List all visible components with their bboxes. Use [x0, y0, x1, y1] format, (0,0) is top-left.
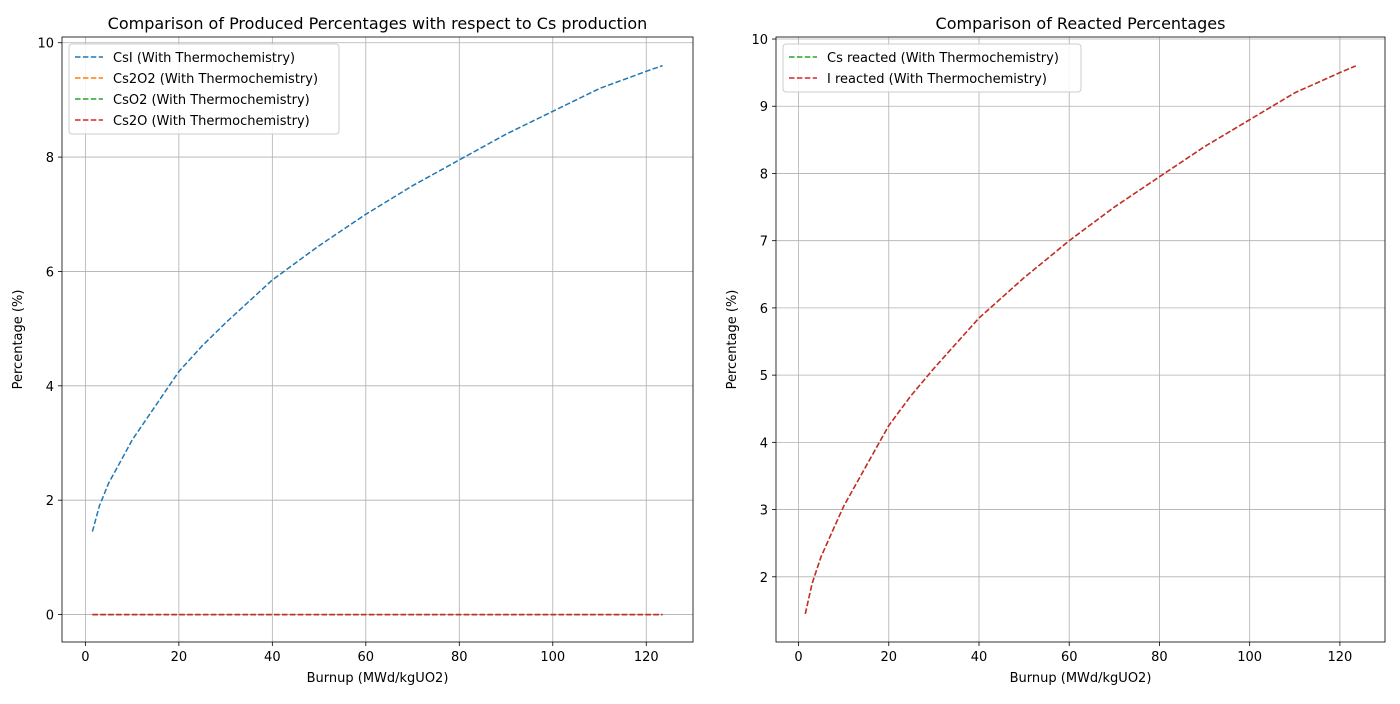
- y-tick-label: 3: [760, 504, 768, 519]
- y-tick-label: 10: [37, 37, 54, 52]
- x-tick-label: 80: [1151, 650, 1168, 665]
- y-tick-label: 4: [760, 436, 768, 451]
- legend-box: [68, 43, 340, 135]
- legend: Cs reacted (With Thermochemistry) I react…: [782, 43, 1082, 93]
- y-tick-label: 7: [760, 235, 768, 250]
- x-tick-label: 100: [1237, 650, 1262, 665]
- x-tick-label: 0: [794, 650, 802, 665]
- y-tick-label: 2: [46, 494, 54, 509]
- y-tick-label: 8: [46, 151, 54, 166]
- legend: CsI (With Thermochemistry) Cs2O2 (With Th…: [68, 43, 340, 135]
- series-line-1: [91, 64, 663, 532]
- x-axis-label: Burnup (MWd/kgUO2): [307, 671, 449, 686]
- legend-box: [782, 43, 1082, 93]
- legend-entry-label: I reacted (With Thermochemistry): [827, 72, 1047, 87]
- y-tick-label: 5: [760, 369, 768, 384]
- x-tick-label: 0: [81, 650, 89, 665]
- y-tick-label: 4: [46, 380, 54, 395]
- legend-entry-label: CsI (With Thermochemistry): [113, 51, 295, 66]
- x-tick-label: 120: [1327, 650, 1352, 665]
- x-tick-label: 20: [171, 650, 188, 665]
- plot-frame: [61, 36, 694, 643]
- legend-entry-label: Cs reacted (With Thermochemistry): [827, 51, 1059, 66]
- x-tick-label: 60: [358, 650, 375, 665]
- y-axis-label: Percentage (%): [725, 290, 740, 390]
- y-tick-label: 6: [46, 265, 54, 280]
- x-axis-label: Burnup (MWd/kgUO2): [1010, 671, 1152, 686]
- x-tick-label: 40: [971, 650, 988, 665]
- legend-entry-label: Cs2O (With Thermochemistry): [113, 114, 310, 129]
- y-tick-label: 10: [751, 33, 768, 48]
- y-tick-label: 6: [760, 302, 768, 317]
- chart-title: Comparison of Produced Percentages with …: [108, 14, 648, 33]
- chart-title: Comparison of Reacted Percentages: [936, 14, 1226, 33]
- plot-frame: [775, 36, 1386, 643]
- x-tick-label: 120: [634, 650, 659, 665]
- legend-entry-label: Cs2O2 (With Thermochemistry): [113, 72, 318, 87]
- chart-panel-1: 0 20 40 60 80 100 120 0 2 4 6 8 10 Comparison of Prod…: [11, 14, 694, 686]
- chart-panel-2: 0 20 40 60 80 100 120 2 3 4 5 6 7 8 9 10 Comparison of R…: [725, 14, 1386, 686]
- legend-entry-label: CsO2 (With Thermochemistry): [113, 93, 310, 108]
- y-axis-label: Percentage (%): [11, 290, 26, 390]
- y-tick-label: 0: [46, 609, 54, 624]
- y-tick-label: 9: [760, 100, 768, 115]
- x-tick-label: 100: [540, 650, 565, 665]
- series-line-2: [804, 65, 1356, 614]
- x-tick-label: 80: [451, 650, 468, 665]
- x-tick-label: 40: [264, 650, 281, 665]
- y-tick-label: 2: [760, 571, 768, 586]
- y-tick-label: 8: [760, 167, 768, 182]
- x-tick-label: 20: [881, 650, 898, 665]
- x-tick-label: 60: [1061, 650, 1078, 665]
